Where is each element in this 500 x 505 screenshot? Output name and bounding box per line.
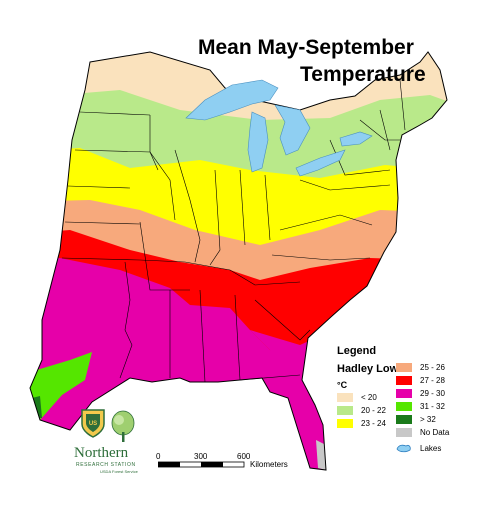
legend-item-lakes: Lakes: [396, 443, 441, 453]
legend-label: 20 - 22: [361, 406, 386, 415]
legend-item-23-24: 23 - 24: [337, 419, 386, 428]
legend-item-25-26: 25 - 26: [396, 363, 445, 372]
legend-label: < 20: [361, 393, 377, 402]
legend-label: > 32: [420, 415, 436, 424]
legend-unit: °C: [337, 380, 348, 390]
tree-logo: [110, 410, 136, 449]
scale-tick-0: 0: [156, 452, 161, 461]
swatch-27-28: [396, 376, 412, 385]
northern-logo-name: Northern: [74, 445, 129, 461]
swatch-23-24: [337, 419, 353, 428]
scale-tick-300: 300: [194, 452, 208, 461]
map-title-line2: Temperature: [300, 63, 426, 86]
legend-label: 27 - 28: [420, 376, 445, 385]
map-title-line1: Mean May-September: [198, 36, 414, 59]
lake-symbol-icon: [396, 444, 411, 453]
scale-unit: Kilometers: [250, 460, 288, 469]
legend-item-29-30: 29 - 30: [396, 389, 445, 398]
shield-badge-text: US: [89, 421, 97, 427]
swatch-31-32: [396, 402, 412, 411]
legend-item-20-22: 20 - 22: [337, 406, 386, 415]
lake-superior: [185, 79, 279, 121]
lake-michigan: [247, 111, 269, 173]
legend-heading: Legend: [337, 345, 377, 357]
lake-huron: [274, 104, 311, 156]
usfs-shield-icon: US: [81, 409, 105, 438]
legend-model: Hadley Low: [337, 363, 399, 375]
swatch-20-22: [337, 406, 353, 415]
legend-item-31-32: 31 - 32: [396, 402, 445, 411]
tree-icon: [111, 410, 135, 442]
scale-bar-graphic: [158, 461, 245, 468]
legend-label: No Data: [420, 428, 450, 437]
forest-service-shield: US: [80, 408, 106, 438]
legend-label: Lakes: [420, 443, 442, 453]
swatch-25-26: [396, 363, 412, 372]
northern-logo-agency: USDA Forest Service: [100, 469, 138, 474]
legend-item-under-20: < 20: [337, 393, 377, 402]
legend-item-27-28: 27 - 28: [396, 376, 445, 385]
swatch-under-20: [337, 393, 353, 402]
legend-label: 25 - 26: [420, 363, 445, 372]
swatch-29-30: [396, 389, 412, 398]
northern-logo-subtitle: RESEARCH STATION: [76, 462, 136, 468]
legend-item-over-32: > 32: [396, 415, 436, 424]
lake-ontario: [339, 131, 373, 147]
legend-label: 31 - 32: [420, 402, 445, 411]
legend-label: 29 - 30: [420, 389, 445, 398]
no-data-area: [316, 440, 326, 470]
swatch-over-32: [396, 415, 412, 424]
state-boundaries: [29, 51, 448, 471]
great-lakes: [185, 79, 373, 177]
swatch-no-data: [396, 428, 412, 437]
legend-item-no-data: No Data: [396, 428, 449, 437]
legend-label: 23 - 24: [361, 419, 386, 428]
lake-erie: [295, 149, 346, 177]
scale-tick-600: 600: [237, 452, 251, 461]
band-31-32: [30, 352, 92, 420]
